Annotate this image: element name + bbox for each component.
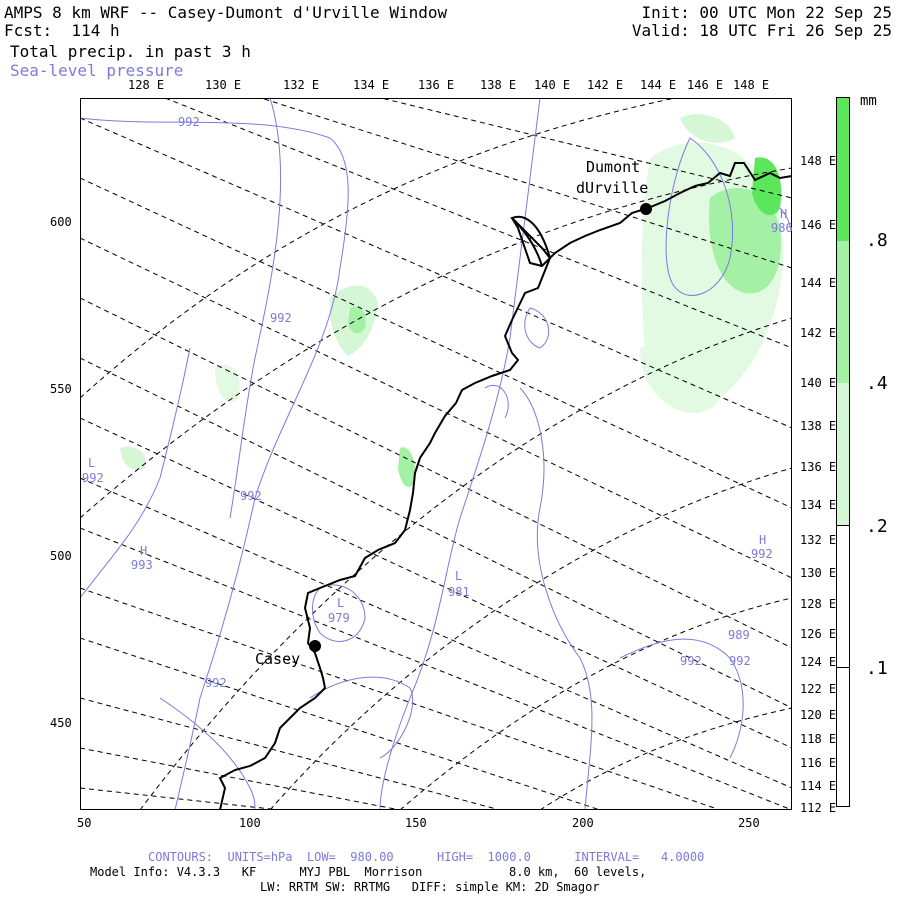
right-lon-label: 130 E — [800, 566, 837, 580]
pressure-label: H — [140, 544, 148, 558]
right-lon-label: 112 E — [800, 801, 837, 815]
map-panel — [80, 98, 792, 810]
right-lon-label: 116 E — [800, 756, 837, 770]
x-tick-label: 100 — [239, 816, 261, 830]
pressure-label: H — [780, 207, 788, 221]
colorbar-label: .1 — [866, 658, 888, 679]
right-lon-label: 134 E — [800, 498, 837, 512]
colorbar-segment-02 — [837, 383, 849, 525]
colorbar — [836, 97, 850, 807]
top-lon-label: 130 E — [205, 78, 242, 92]
shaded-field-label: Total precip. in past 3 h — [10, 42, 251, 61]
top-lon-label: 142 E — [587, 78, 624, 92]
right-lon-label: 120 E — [800, 708, 837, 722]
x-tick-label: 150 — [405, 816, 427, 830]
colorbar-label: .2 — [866, 516, 888, 537]
precip-shading — [120, 114, 784, 488]
contour-info: CONTOURS: UNITS=hPa LOW= 980.00 HIGH= 10… — [148, 850, 705, 864]
pressure-label: 992 — [178, 115, 200, 129]
right-lon-label: 114 E — [800, 779, 837, 793]
x-tick-label: 250 — [738, 816, 760, 830]
right-lon-label: 146 E — [800, 218, 837, 232]
pressure-label: 992 — [240, 489, 262, 503]
top-lon-label: 132 E — [283, 78, 320, 92]
station-label-casey: Casey — [255, 650, 301, 668]
colorbar-label: .8 — [866, 230, 888, 251]
right-lon-label: 148 E — [800, 154, 837, 168]
colorbar-segment-04 — [837, 241, 849, 383]
right-lon-label: 126 E — [800, 627, 837, 641]
top-lon-label: 140 E — [534, 78, 571, 92]
top-lon-label: 144 E — [640, 78, 677, 92]
right-lon-label: 118 E — [800, 732, 837, 746]
right-lon-label: 128 E — [800, 597, 837, 611]
model-info: Model Info: V4.3.3 KF MYJ PBL Morrison 8… — [90, 865, 647, 879]
y-tick-label: 500 — [50, 549, 72, 563]
top-lon-label: 148 E — [733, 78, 770, 92]
pressure-label: 992 — [729, 654, 751, 668]
model-physics: LW: RRTM SW: RRTMG DIFF: simple KM: 2D S… — [260, 880, 600, 894]
pressure-label: 979 — [328, 611, 350, 625]
right-lon-label: 142 E — [800, 326, 837, 340]
casey-marker — [309, 640, 321, 652]
pressure-label: 992 — [751, 547, 773, 561]
right-lon-label: 124 E — [800, 655, 837, 669]
pressure-label: 981 — [448, 585, 470, 599]
colorbar-segment-01 — [837, 525, 849, 668]
top-lon-label: 134 E — [353, 78, 390, 92]
top-lon-label: 146 E — [687, 78, 724, 92]
pressure-label: 992 — [270, 311, 292, 325]
top-lon-label: 136 E — [418, 78, 455, 92]
right-lon-label: 132 E — [800, 533, 837, 547]
right-lon-label: 144 E — [800, 276, 837, 290]
plot-title: AMPS 8 km WRF -- Casey-Dumont d'Urville … — [4, 3, 448, 22]
pressure-label: 986 — [771, 221, 793, 235]
colorbar-segment-08 — [837, 98, 849, 241]
lonlat-grid — [80, 98, 792, 810]
pressure-label: 989 — [728, 628, 750, 642]
right-lon-label: 122 E — [800, 682, 837, 696]
init-time: Init: 00 UTC Mon 22 Sep 25 — [641, 3, 892, 22]
valid-time: Valid: 18 UTC Fri 26 Sep 25 — [631, 21, 892, 40]
right-lon-label: 140 E — [800, 376, 837, 390]
colorbar-label: .4 — [866, 373, 888, 394]
pressure-label: 992 — [82, 471, 104, 485]
pressure-label: 993 — [131, 558, 153, 572]
colorbar-unit: mm — [860, 93, 877, 109]
pressure-label: 992 — [680, 654, 702, 668]
pressure-label: L — [337, 596, 345, 610]
y-tick-label: 450 — [50, 716, 72, 730]
pressure-label: L — [455, 569, 463, 583]
x-tick-label: 50 — [77, 816, 92, 830]
dumont-durville-marker — [640, 203, 652, 215]
y-tick-label: 600 — [50, 215, 72, 229]
right-lon-label: 136 E — [800, 460, 837, 474]
top-lon-label: 138 E — [480, 78, 517, 92]
colorbar-segment-00 — [837, 667, 849, 807]
right-lon-label: 138 E — [800, 419, 837, 433]
pressure-label: 992 — [205, 676, 227, 690]
station-label-dumont: Dumont — [586, 158, 641, 176]
pressure-label: H — [759, 533, 767, 547]
contour-field-label: Sea-level pressure — [10, 61, 184, 80]
forecast-hour: Fcst: 114 h — [4, 21, 120, 40]
top-lon-label: 128 E — [128, 78, 165, 92]
y-tick-label: 550 — [50, 382, 72, 396]
station-label-durville: dUrville — [576, 179, 649, 197]
x-tick-label: 200 — [572, 816, 594, 830]
pressure-label: L — [88, 456, 96, 470]
